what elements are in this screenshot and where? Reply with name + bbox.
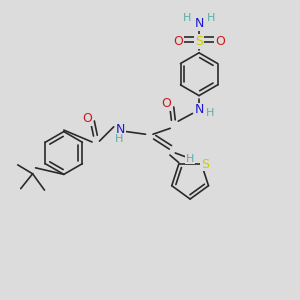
Text: S: S (201, 158, 209, 171)
Text: H: H (207, 13, 215, 23)
Text: S: S (195, 35, 203, 48)
Text: N: N (116, 123, 125, 136)
Text: O: O (215, 35, 225, 48)
Text: H: H (115, 134, 123, 144)
Text: H: H (186, 154, 194, 164)
Text: N: N (194, 103, 204, 116)
Text: O: O (173, 35, 183, 48)
Text: O: O (82, 112, 92, 125)
Text: H: H (183, 13, 191, 23)
Text: O: O (161, 98, 171, 110)
Text: H: H (206, 108, 214, 118)
Text: N: N (194, 17, 204, 30)
